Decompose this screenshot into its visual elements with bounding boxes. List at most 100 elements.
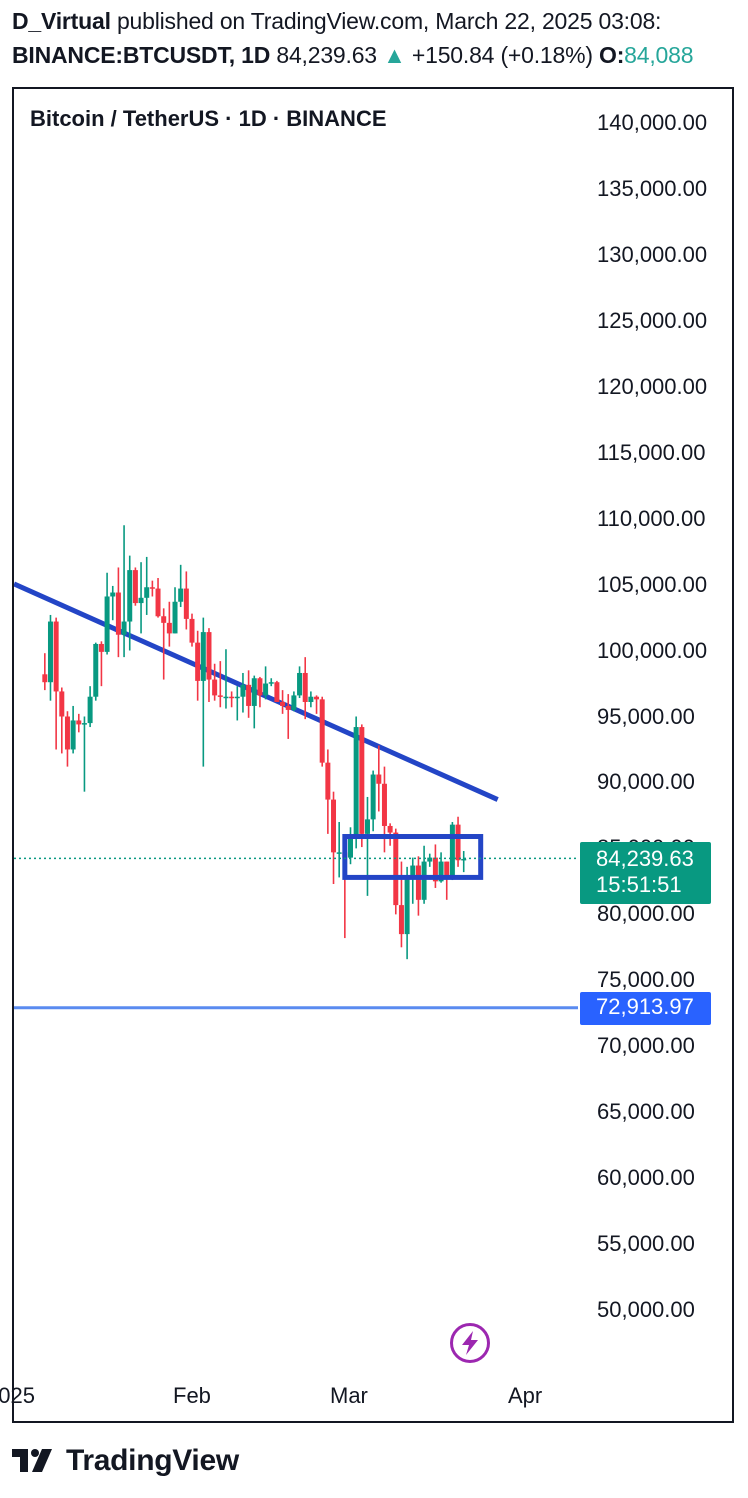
lightning-icon[interactable] [449,1322,491,1364]
y-tick-label: 120,000.00 [597,373,708,399]
candle [172,587,178,634]
change-up-icon: ▲ [383,42,406,68]
candle-body [161,616,167,623]
candle [331,791,337,884]
candle-body [263,683,269,696]
candle-body [234,696,240,699]
candle [104,572,110,655]
candle [229,691,235,708]
consolidation-box [342,834,484,880]
candle-body [115,592,121,635]
candle-body [353,727,359,836]
tradingview-logo[interactable]: TradingView [12,1444,239,1478]
candle [200,617,206,767]
candle-body [251,678,257,706]
candle-body [217,695,223,697]
candle-body [53,621,59,692]
x-tick-label: 2025 [0,1383,35,1408]
candle-body [64,716,70,750]
candle-body [387,825,393,833]
y-tick-label: 60,000.00 [597,1165,695,1191]
candle-body [76,720,82,725]
candle [449,822,455,881]
candle [319,696,325,767]
candle [183,571,189,630]
candle [280,690,286,714]
candle [149,580,155,597]
candle [64,711,70,767]
candle-body [257,678,263,696]
y-tick-label: 55,000.00 [597,1231,695,1257]
current-price-value: 84,239.63 [596,846,694,872]
candle [297,666,303,699]
candle-body [229,696,235,699]
candle [178,564,184,608]
candle-body [223,696,229,699]
candle [427,853,433,867]
candle-body [149,587,155,589]
candle [291,691,297,712]
candle [138,562,144,634]
candle-body [144,587,150,598]
candle-body [70,720,76,750]
candle [432,844,438,888]
horizontal-line-price-label: 72,913.97 [580,991,711,1025]
y-tick-label: 95,000.00 [597,703,695,729]
candle-body [59,691,65,717]
candle [81,716,87,792]
y-tick-label: 110,000.00 [597,505,706,531]
candle [161,608,167,680]
candle-body [166,622,172,634]
chart-pane[interactable] [12,87,734,1423]
candle-body [325,762,331,800]
y-tick-label: 135,000.00 [597,175,708,201]
candle [353,716,359,849]
y-tick-label: 130,000.00 [597,241,708,267]
x-tick-label: Apr [508,1383,543,1408]
candle-body [189,618,195,643]
candle-body [302,672,308,702]
candle [212,663,218,701]
current-price-label: 84,239.63 15:51:51 [580,842,711,905]
candle [189,613,195,647]
candle [127,555,133,651]
candle [404,866,410,960]
candle-body [183,588,189,619]
candle [240,672,246,713]
chart-title: Bitcoin / TetherUS · 1D · BINANCE [30,106,387,131]
y-tick-label: 140,000.00 [597,110,708,135]
candle [251,675,257,729]
y-tick-label: 70,000.00 [597,1033,695,1059]
candle [110,585,116,621]
candle-body [393,832,399,906]
candle [314,695,320,714]
candle [76,713,82,733]
candle-body [98,643,104,652]
candle-body [172,601,178,634]
candle-body [336,852,342,854]
candle [53,617,59,750]
candle-body [87,696,93,724]
candle [246,670,252,718]
symbol-info: BINANCE:BTCUSDT, 1D 84,239.63 ▲ +150.84 … [12,42,694,69]
open-value: 84,088 [624,42,694,68]
candle-body [461,858,467,861]
candle [155,578,161,618]
candle-body [104,596,110,652]
x-tick-label: Mar [330,1383,368,1408]
candle [359,724,365,848]
y-tick-label: 125,000.00 [597,307,708,333]
candle [144,556,150,615]
candle [302,657,308,720]
symbol-name[interactable]: BINANCE:BTCUSDT, 1D [12,42,271,68]
author-name[interactable]: D_Virtual [12,8,111,34]
candle-body [444,861,450,879]
candle [364,796,370,896]
y-tick-label: 65,000.00 [597,1099,695,1125]
candle-body [432,857,438,882]
candle [93,642,99,701]
candle-body [268,682,274,684]
candle-body [438,861,444,882]
candle [370,770,376,832]
